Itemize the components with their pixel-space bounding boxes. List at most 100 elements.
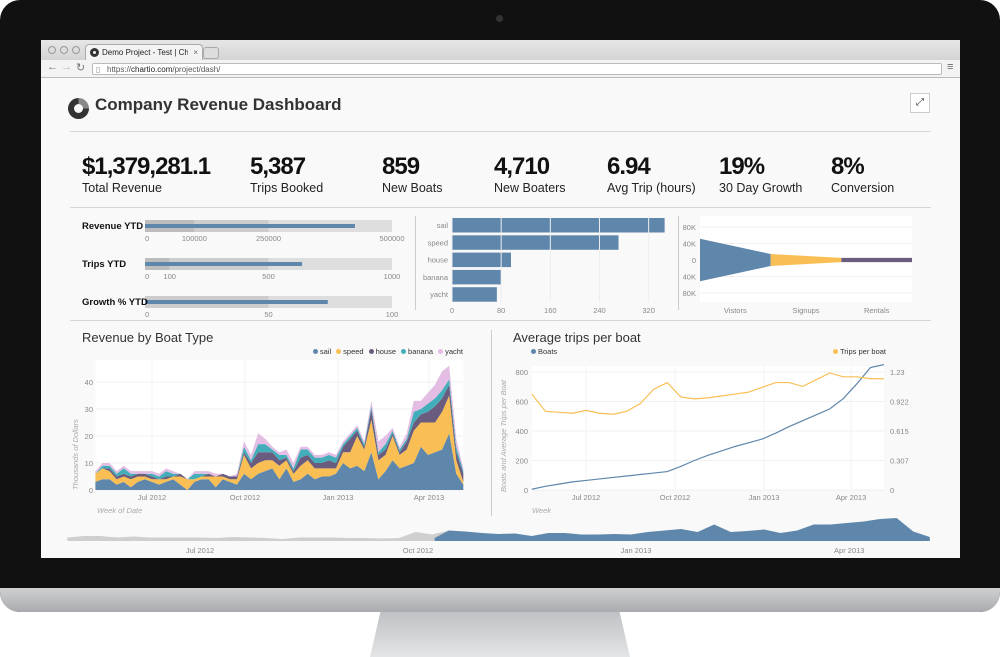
- funnel-segment-Vistors: [700, 238, 771, 282]
- x-tick-label: Jul 2012: [138, 493, 166, 502]
- monitor-stand: [370, 612, 630, 657]
- close-window-button[interactable]: [48, 46, 56, 54]
- bullet-label: Growth % YTD: [82, 297, 148, 308]
- bar-speed: [452, 235, 619, 250]
- minimize-window-button[interactable]: [60, 46, 68, 54]
- x-tick-label: Rentals: [864, 306, 890, 315]
- new-tab-button[interactable]: [203, 47, 219, 59]
- y-tick-label: 30: [85, 405, 93, 414]
- y-tick-left-label: 0: [524, 486, 528, 495]
- dashboard-logo-icon: [68, 98, 89, 119]
- revenue-chart-legend: sail speed house banana yacht: [308, 347, 463, 356]
- tab-title: Demo Project - Test | Charti: [102, 48, 188, 57]
- kpi-label: Avg Trip (hours): [607, 181, 696, 195]
- bullet-tick-label: 100: [163, 272, 176, 281]
- range-tick-label: Jul 2012: [186, 546, 214, 555]
- x-tick-label: Vistors: [724, 306, 747, 315]
- kpi-value: 859: [382, 153, 420, 180]
- y-tick-right-label: 0.615: [890, 427, 909, 436]
- chartio-favicon-icon: [90, 48, 99, 57]
- x-tick-label: Apr 2013: [836, 493, 866, 502]
- forward-arrow-icon[interactable]: →: [61, 61, 72, 73]
- range-tick-label: Apr 2013: [834, 546, 864, 555]
- maximize-window-button[interactable]: [72, 46, 80, 54]
- kpi-label: Trips Booked: [250, 181, 324, 195]
- x-tick-label: Oct 2012: [230, 493, 260, 502]
- range-tick-label: Jan 2013: [621, 546, 652, 555]
- legend-swatch: [336, 349, 342, 354]
- url-scheme: https://: [107, 65, 132, 74]
- x-tick-label: 320: [642, 306, 655, 315]
- legend-item-yacht[interactable]: yacht: [445, 347, 463, 356]
- bullet-value-bar: [145, 300, 328, 304]
- x-axis-label: Week of Date: [97, 506, 143, 515]
- y-tick-right-label: 0.307: [890, 457, 909, 466]
- bullet-tick-label: 100: [386, 310, 399, 319]
- bullet-label: Revenue YTD: [82, 221, 144, 232]
- menu-icon[interactable]: ≡: [947, 61, 954, 73]
- legend-swatch: [438, 349, 444, 354]
- url-host: chartio.com: [131, 65, 173, 74]
- divider: [491, 330, 492, 516]
- area-series-sail: [95, 433, 464, 490]
- range-selected-area: [434, 518, 930, 541]
- x-tick-label: 0: [450, 306, 454, 315]
- expand-icon: ⤢: [916, 97, 924, 108]
- y-tick-label: 0: [692, 256, 696, 265]
- expand-button[interactable]: ⤢: [910, 93, 930, 113]
- address-bar[interactable]: ▯ https://chartio.com/project/dash/: [92, 63, 942, 75]
- kpi-label: Total Revenue: [82, 181, 162, 195]
- kpi-value: 6.94: [607, 153, 651, 180]
- bar-category-label: banana: [423, 273, 449, 282]
- bar-category-label: sail: [437, 221, 449, 230]
- legend-item-speed[interactable]: speed: [343, 347, 364, 356]
- divider: [70, 320, 931, 321]
- bar-yacht: [452, 287, 497, 302]
- kpi-value: 19%: [719, 153, 765, 180]
- legend-label: Trips per boat: [840, 347, 886, 356]
- bullet-tick-label: 0: [145, 234, 149, 243]
- kpi-label: Conversion: [831, 181, 895, 195]
- line-plot-bg: [531, 366, 884, 490]
- y-tick-label: 80K: [683, 289, 696, 298]
- range-tick-label: Oct 2012: [403, 546, 433, 555]
- bullet-tick-label: 50: [264, 310, 272, 319]
- legend-item-house[interactable]: house: [375, 347, 397, 356]
- funnel-segment-Signups: [770, 254, 842, 266]
- legend-label: Boats: [538, 347, 558, 356]
- bullet-tick-label: 1000: [384, 272, 401, 281]
- x-tick-label: Apr 2013: [414, 493, 444, 502]
- kpi-value: 8%: [831, 153, 865, 180]
- area-series-banana: [95, 379, 464, 480]
- kpi-label: New Boats: [382, 181, 443, 195]
- range-handle-left[interactable]: [433, 520, 437, 541]
- bullet-tick-label: 500: [262, 272, 275, 281]
- legend-trips-per-boat[interactable]: Trips per boat: [828, 347, 886, 356]
- bar-house: [452, 252, 511, 268]
- bar-sail: [452, 218, 665, 233]
- camera-icon: [496, 15, 503, 22]
- y-tick-label: 40: [85, 378, 93, 387]
- bullet-tick-label: 250000: [256, 234, 281, 243]
- legend-item-sail[interactable]: sail: [319, 347, 332, 356]
- reload-icon[interactable]: ↻: [76, 62, 86, 74]
- close-tab-icon[interactable]: ×: [193, 48, 198, 57]
- legend-swatch: [312, 349, 318, 354]
- y-tick-label: 80K: [683, 223, 696, 232]
- divider: [415, 216, 416, 310]
- legend-boats[interactable]: Boats: [531, 347, 557, 356]
- range-unselected-area: [67, 530, 449, 541]
- x-tick-label: Oct 2012: [660, 493, 690, 502]
- browser-tab[interactable]: Demo Project - Test | Charti ×: [85, 44, 203, 60]
- bullet-range: [268, 296, 392, 308]
- bullet-tick-label: 500000: [379, 234, 404, 243]
- x-tick-label: Jan 2013: [749, 493, 780, 502]
- bullet-tick-label: 100000: [182, 234, 207, 243]
- kpi-value: 5,387: [250, 153, 306, 180]
- divider: [70, 131, 931, 132]
- x-tick-label: Jul 2012: [572, 493, 600, 502]
- y-tick-label: 0: [89, 486, 93, 495]
- page-title: Company Revenue Dashboard: [95, 95, 342, 114]
- back-arrow-icon[interactable]: ←: [47, 61, 58, 73]
- legend-item-banana[interactable]: banana: [408, 347, 434, 356]
